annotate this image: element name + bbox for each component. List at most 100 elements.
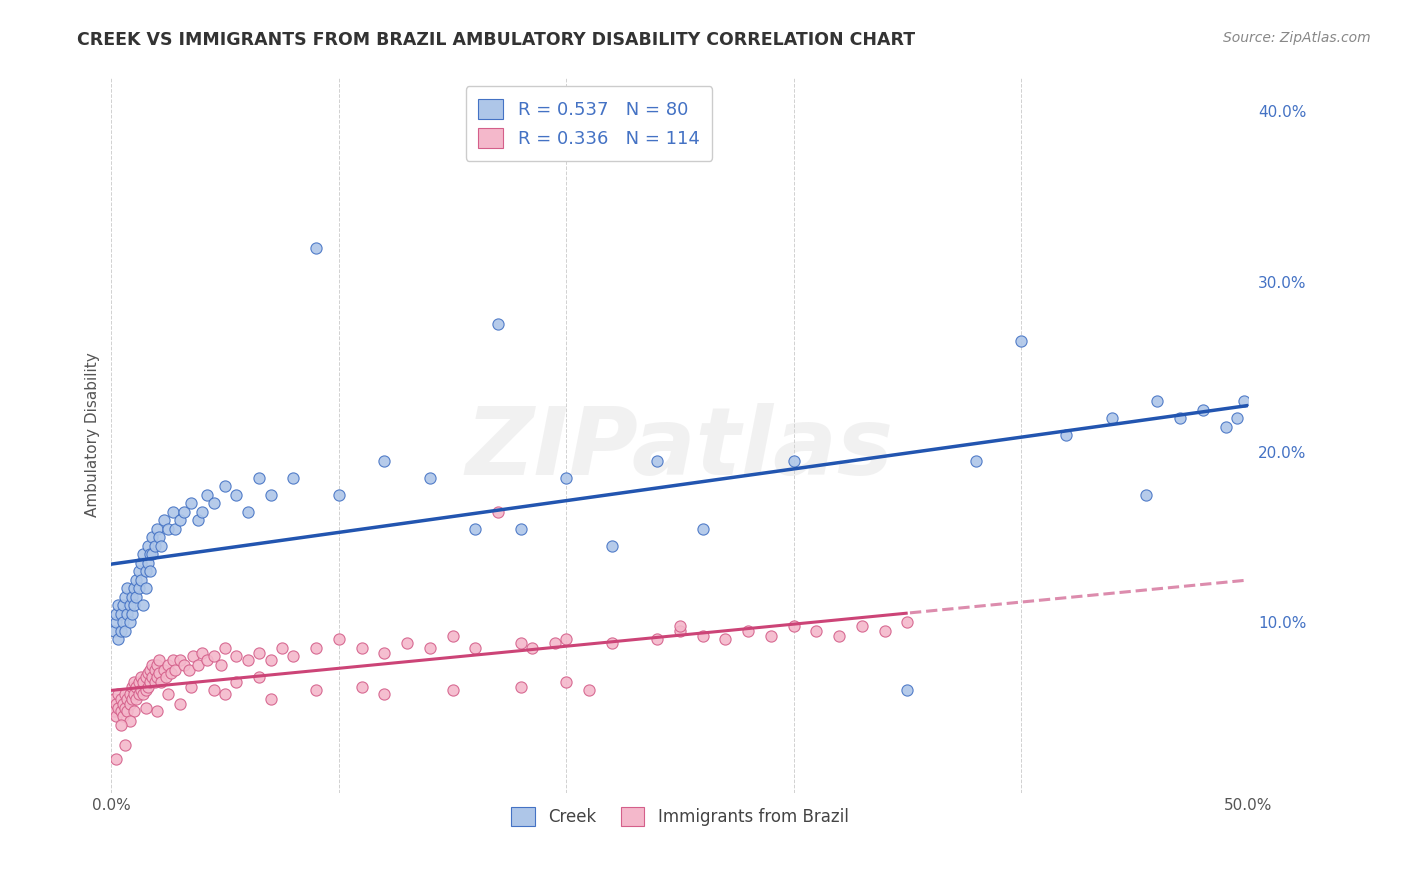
Point [520,640,543,655]
Point [271,640,294,655]
Point [146,657,169,672]
Point [104,607,127,621]
Point [129,573,152,587]
Point [169,697,191,711]
Point [173,505,195,519]
Point [118,599,141,613]
Point [328,632,350,647]
Point [118,615,141,630]
Point [135,582,157,596]
Point [103,704,125,718]
Point [136,666,159,681]
Point [111,615,134,630]
Point [1192,402,1215,417]
Point [214,640,236,655]
Point [180,680,202,694]
Point [110,704,132,718]
Point [165,522,187,536]
Point [737,624,759,638]
Point [129,670,152,684]
Point [896,683,918,698]
Point [104,615,127,630]
Point [328,488,350,502]
Point [645,632,668,647]
Point [1056,428,1078,442]
Point [129,556,152,570]
Point [202,683,225,698]
Point [1168,411,1191,425]
Point [350,680,373,694]
Point [782,619,804,633]
Point [214,687,236,701]
Point [350,640,373,655]
Point [139,663,162,677]
Point [146,522,169,536]
Point [128,687,150,701]
Point [173,657,195,672]
Point [128,564,150,578]
Point [141,657,163,672]
Point [1146,394,1168,409]
Point [645,453,668,467]
Point [139,675,162,690]
Point [486,505,509,519]
Point [247,470,270,484]
Point [225,488,247,502]
Point [177,663,200,677]
Point [128,582,150,596]
Point [141,530,163,544]
Point [136,680,159,694]
Point [104,709,127,723]
Point [135,683,157,698]
Point [759,629,782,643]
Point [104,697,127,711]
Point [225,675,247,690]
Point [555,632,578,647]
Point [692,629,714,643]
Point [122,599,145,613]
Point [152,513,174,527]
Point [191,505,214,519]
Point [159,666,181,681]
Point [225,649,247,664]
Point [873,624,896,638]
Y-axis label: Ambulatory Disability: Ambulatory Disability [86,352,100,517]
Point [111,709,134,723]
Point [544,636,567,650]
Point [139,547,162,561]
Point [155,670,177,684]
Point [669,624,692,638]
Point [148,530,170,544]
Point [125,590,148,604]
Point [148,653,170,667]
Point [373,453,395,467]
Text: CREEK VS IMMIGRANTS FROM BRAZIL AMBULATORY DISABILITY CORRELATION CHART: CREEK VS IMMIGRANTS FROM BRAZIL AMBULATO… [77,31,915,49]
Point [236,653,259,667]
Point [141,670,163,684]
Point [180,496,202,510]
Point [214,479,236,493]
Point [117,582,139,596]
Point [187,657,209,672]
Point [114,700,136,714]
Point [157,522,180,536]
Point [111,697,134,711]
Point [135,700,157,714]
Point [828,629,851,643]
Point [259,692,281,706]
Point [578,683,600,698]
Point [143,539,166,553]
Point [148,666,170,681]
Point [111,599,134,613]
Point [110,624,132,638]
Point [107,687,129,701]
Point [187,513,209,527]
Point [692,522,714,536]
Point [136,539,159,553]
Point [139,564,162,578]
Point [103,692,125,706]
Point [782,453,804,467]
Point [259,653,281,667]
Point [128,675,150,690]
Point [600,539,623,553]
